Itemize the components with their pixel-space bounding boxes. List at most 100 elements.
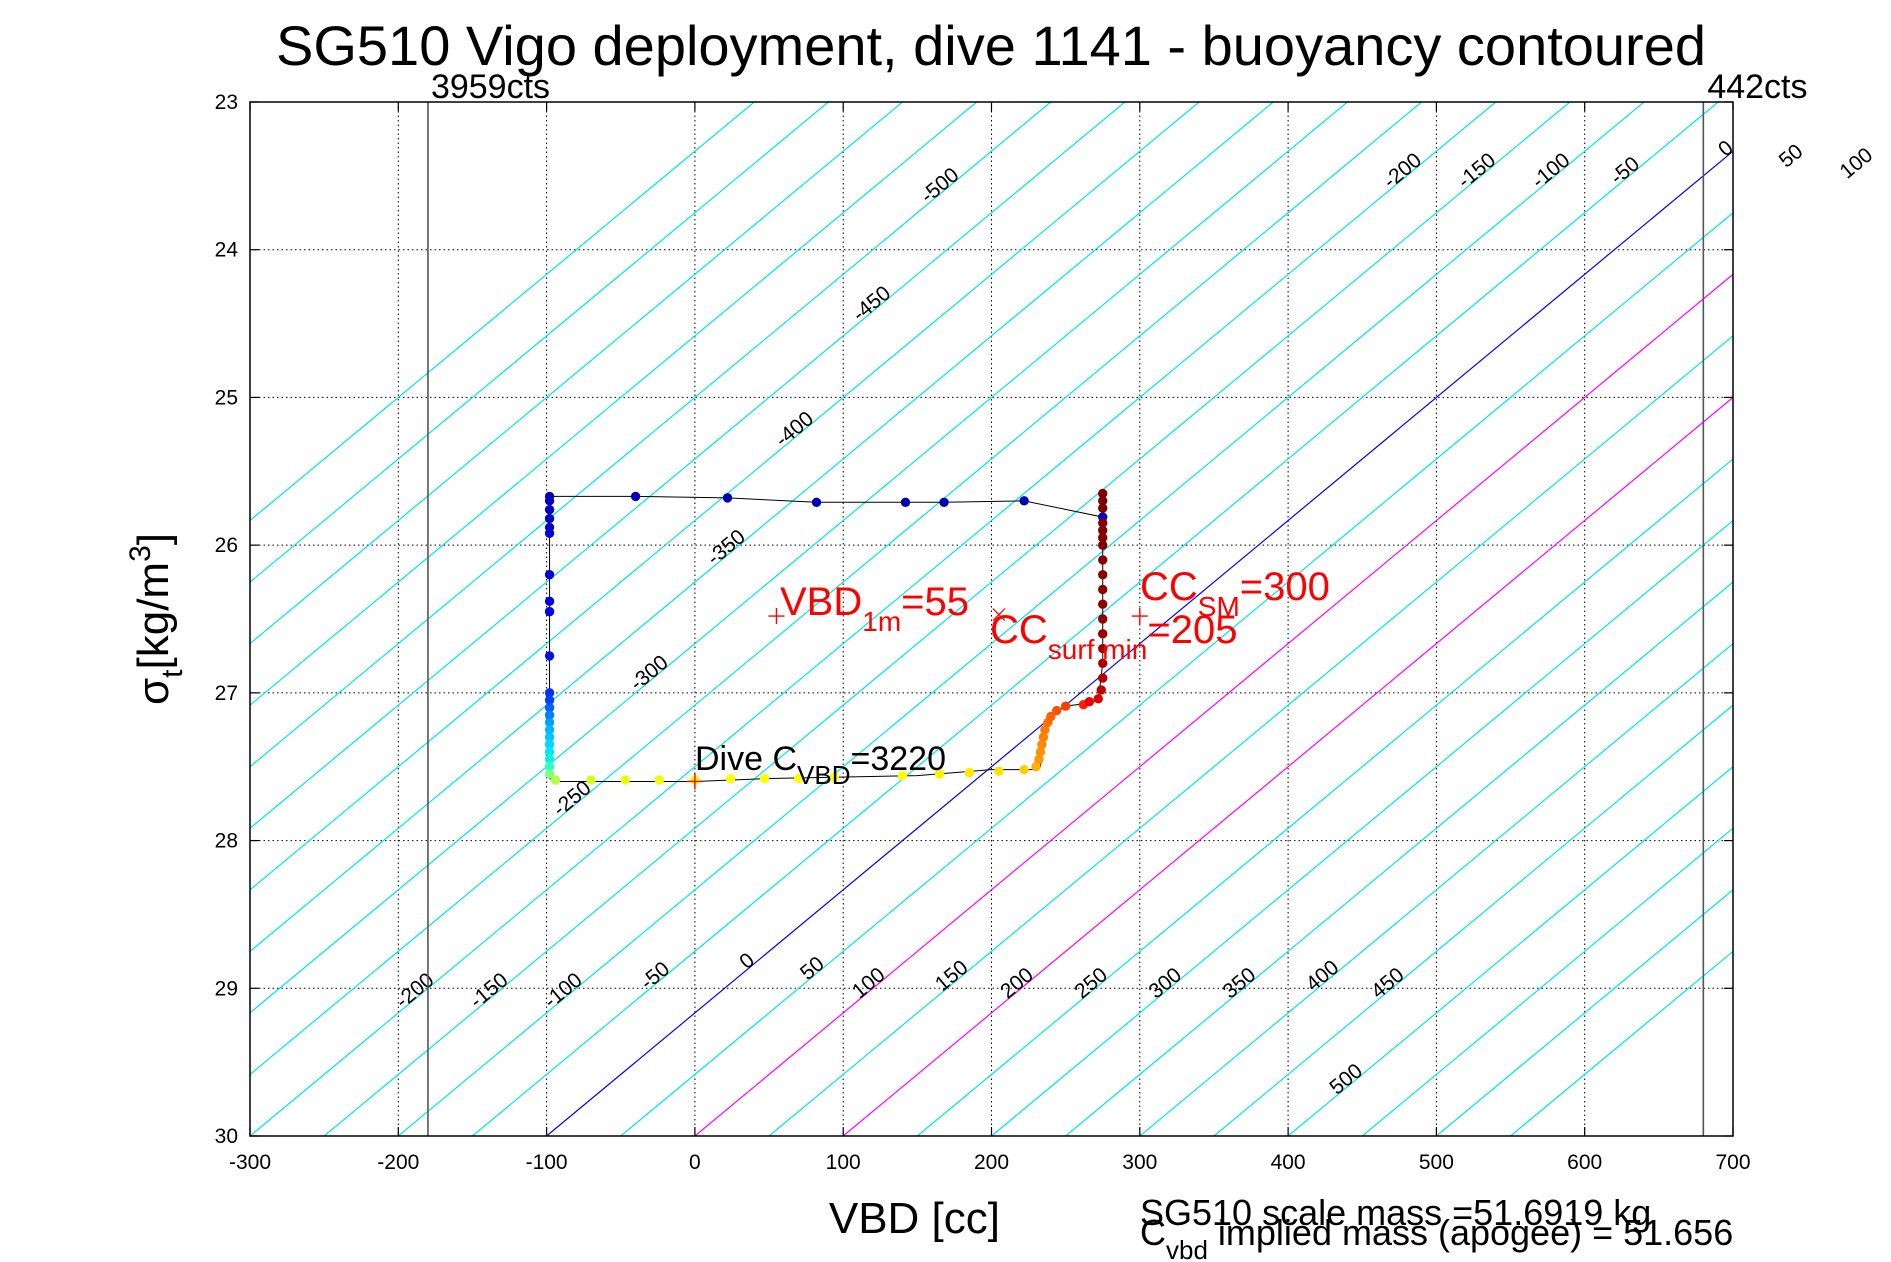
contour-label: -100 (1527, 149, 1574, 194)
contour-line (250, 102, 755, 522)
ylabel-close: ] (129, 533, 178, 545)
x-tick-label: 0 (689, 1151, 701, 1174)
contour-line (1287, 765, 1733, 1136)
y-axis-label-text: σt[kg/m3] (124, 533, 189, 705)
contour-line (916, 458, 1733, 1136)
contour-line (546, 150, 1733, 1136)
data-point (939, 497, 949, 508)
contour-line (472, 102, 1719, 1136)
x-tick-label: 700 (1715, 1151, 1750, 1174)
y-tick-label: 24 (215, 239, 239, 262)
y-tick-label: 26 (215, 534, 238, 557)
ccsm-value: =300 (1240, 565, 1330, 609)
data-point (1098, 488, 1108, 499)
contour-label: 100 (848, 963, 890, 1003)
axis-ticks: -300 -200 -100 0 100 200 300 400 500 600 700232425… (215, 91, 1751, 1174)
y-tick-label: 23 (215, 91, 238, 114)
data-point (964, 767, 974, 778)
data-point (1060, 701, 1071, 711)
contour-label: -150 (466, 968, 513, 1013)
data-point (620, 775, 630, 785)
contour-label: -150 (1453, 149, 1500, 194)
data-point (1019, 496, 1029, 506)
dive-cvbd-annotation: Dive CVBD=3220 (695, 740, 946, 790)
data-point (1046, 711, 1056, 722)
contour-label: 0 (1714, 136, 1738, 161)
contour-line (1436, 889, 1733, 1136)
data-point (897, 770, 908, 781)
x-tick-label: 400 (1271, 1151, 1306, 1174)
contour-line (250, 102, 1497, 1136)
contour-label: 250 (1070, 963, 1112, 1003)
data-point (725, 773, 736, 784)
contour-label: -50 (636, 957, 674, 994)
implied-prefix: C (1140, 1212, 1166, 1253)
x-marker (992, 608, 1006, 621)
contour-label: 150 (931, 956, 973, 996)
contour-line (842, 396, 1733, 1136)
dive-points (544, 488, 1108, 785)
x-tick-label: 600 (1567, 1151, 1602, 1174)
ylabel-sup: 3 (124, 545, 157, 562)
ylabel-unit: [kg/m (129, 562, 178, 670)
ccsurf-value: =205 (1147, 608, 1237, 652)
data-point (630, 491, 641, 502)
ccsurf-text: CC (990, 608, 1048, 652)
x-tick-label: -300 (229, 1151, 271, 1174)
contour-label: -350 (703, 525, 750, 570)
y-tick-label: 27 (215, 682, 238, 705)
contour-line (323, 102, 1571, 1136)
data-point (1098, 614, 1108, 624)
data-point (544, 606, 555, 617)
data-point (544, 528, 555, 539)
plus-marker (768, 608, 785, 625)
data-point (1098, 599, 1108, 609)
dive-sub: VBD (797, 760, 850, 790)
contour-line (1510, 950, 1733, 1136)
vbd1m-text: VBD (780, 580, 862, 624)
plus-marker (1131, 608, 1148, 625)
contour-label: -200 (1379, 149, 1426, 194)
contour-line (250, 102, 978, 706)
vbd1m-annotation: VBD1m=55 (780, 580, 969, 637)
data-point (722, 493, 733, 503)
contour-label: 100 (1836, 143, 1878, 183)
contour-label: 300 (1144, 963, 1186, 1003)
data-point (544, 769, 555, 779)
contour-label: 200 (996, 963, 1038, 1003)
data-point (544, 496, 555, 506)
data-point (1052, 705, 1062, 716)
data-point (1019, 764, 1029, 775)
data-point (1098, 673, 1108, 683)
contour-line (250, 102, 1200, 891)
contour-line (250, 102, 1422, 1076)
ccsm-sub: SM (1198, 591, 1240, 622)
contour-line (397, 102, 1645, 1136)
y-axis-label: σt[kg/m3] (124, 533, 189, 705)
x-tick-label: 300 (1122, 1151, 1157, 1174)
implied-mass-note: Cvbd implied mass (apogee) = 51.656 (1140, 1212, 1733, 1262)
data-point (654, 775, 665, 785)
data-point (544, 504, 555, 515)
data-point (544, 651, 555, 661)
x-tick-label: 100 (826, 1151, 861, 1174)
data-point (900, 497, 911, 508)
buoyancy-contours (250, 102, 1733, 1136)
count-label: 442cts (1707, 68, 1807, 106)
data-point (759, 773, 770, 784)
dive-value: =3220 (851, 740, 947, 778)
x-tick-label: -200 (377, 1151, 419, 1174)
contour-label: -300 (626, 651, 673, 696)
data-point (1098, 569, 1108, 580)
contour-line (694, 273, 1733, 1136)
count-label: 3959cts (431, 68, 550, 106)
contour-line (250, 102, 829, 583)
contour-label: 50 (1775, 140, 1808, 173)
implied-sub: vbd (1166, 1235, 1208, 1262)
data-point (994, 766, 1004, 776)
contour-label: -50 (1606, 152, 1644, 189)
data-point (811, 497, 822, 508)
contour-line (1213, 704, 1733, 1136)
data-point (550, 775, 561, 785)
